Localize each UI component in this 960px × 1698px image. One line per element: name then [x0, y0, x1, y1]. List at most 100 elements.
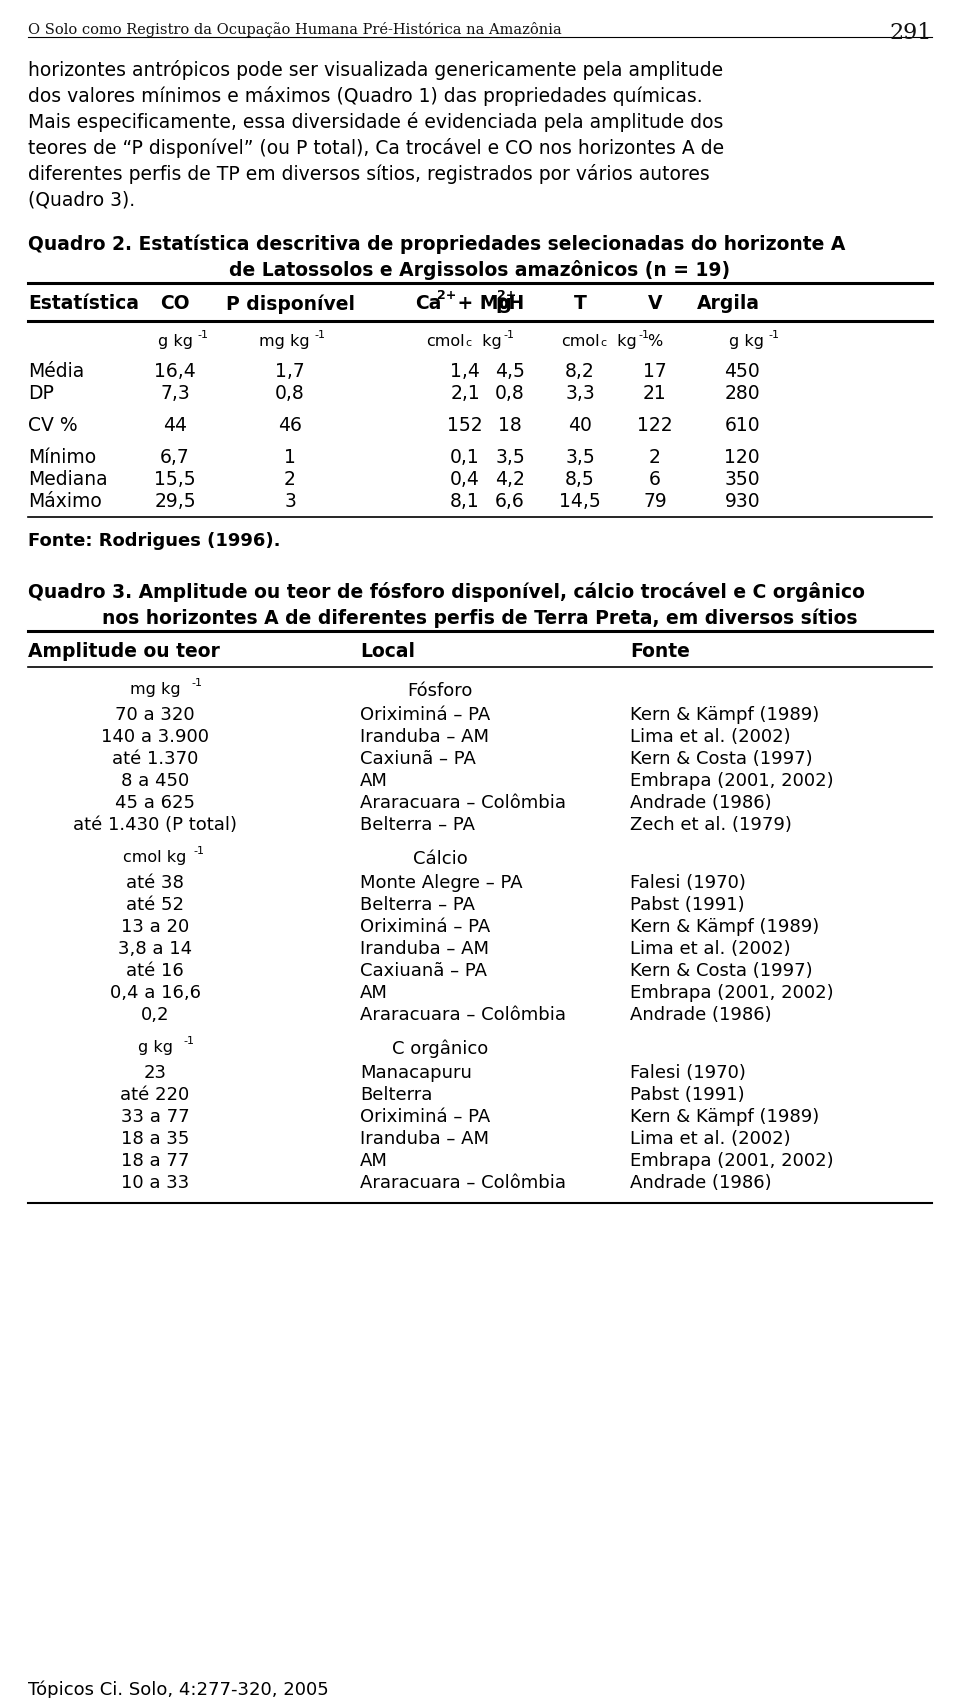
Text: cmol kg: cmol kg [123, 849, 186, 864]
Text: 0,2: 0,2 [141, 1005, 169, 1024]
Text: Fonte: Fonte [630, 642, 690, 661]
Text: Kern & Kämpf (1989): Kern & Kämpf (1989) [630, 917, 819, 936]
Text: Embrapa (2001, 2002): Embrapa (2001, 2002) [630, 1151, 833, 1170]
Text: Kern & Kämpf (1989): Kern & Kämpf (1989) [630, 706, 819, 723]
Text: 46: 46 [278, 416, 302, 435]
Text: Fonte: Rodrigues (1996).: Fonte: Rodrigues (1996). [28, 531, 280, 550]
Text: 18: 18 [498, 416, 522, 435]
Text: 280: 280 [725, 384, 760, 402]
Text: AM: AM [360, 1151, 388, 1170]
Text: 16,4: 16,4 [155, 362, 196, 380]
Text: 120: 120 [725, 448, 760, 467]
Text: Estatística: Estatística [28, 294, 139, 312]
Text: 70 a 320: 70 a 320 [115, 706, 195, 723]
Text: dos valores mínimos e máximos (Quadro 1) das propriedades químicas.: dos valores mínimos e máximos (Quadro 1)… [28, 87, 703, 105]
Text: Falesi (1970): Falesi (1970) [630, 873, 746, 891]
Text: Argila: Argila [697, 294, 760, 312]
Text: g kg: g kg [137, 1039, 173, 1054]
Text: 10 a 33: 10 a 33 [121, 1173, 189, 1192]
Text: Pabst (1991): Pabst (1991) [630, 1085, 745, 1104]
Text: cmol: cmol [426, 335, 465, 348]
Text: Média: Média [28, 362, 84, 380]
Text: Belterra – PA: Belterra – PA [360, 815, 475, 834]
Text: Oriximiná – PA: Oriximiná – PA [360, 706, 491, 723]
Text: + Mg: + Mg [451, 294, 512, 312]
Text: %: % [647, 335, 662, 348]
Text: Belterra – PA: Belterra – PA [360, 895, 475, 914]
Text: Tópicos Ci. Solo, 4:277-320, 2005: Tópicos Ci. Solo, 4:277-320, 2005 [28, 1679, 328, 1698]
Text: 79: 79 [643, 492, 667, 511]
Text: 17: 17 [643, 362, 667, 380]
Text: Caxiuanã – PA: Caxiuanã – PA [360, 961, 487, 980]
Text: Zech et al. (1979): Zech et al. (1979) [630, 815, 792, 834]
Text: 350: 350 [725, 470, 760, 489]
Text: Kern & Kämpf (1989): Kern & Kämpf (1989) [630, 1107, 819, 1126]
Text: Embrapa (2001, 2002): Embrapa (2001, 2002) [630, 771, 833, 790]
Text: g kg: g kg [158, 335, 193, 348]
Text: Oriximiná – PA: Oriximiná – PA [360, 917, 491, 936]
Text: 140 a 3.900: 140 a 3.900 [101, 727, 209, 745]
Text: 2: 2 [284, 470, 296, 489]
Text: -1: -1 [768, 329, 779, 340]
Text: cmol: cmol [562, 335, 600, 348]
Text: Lima et al. (2002): Lima et al. (2002) [630, 727, 791, 745]
Text: Monte Alegre – PA: Monte Alegre – PA [360, 873, 522, 891]
Text: 2: 2 [649, 448, 660, 467]
Text: Pabst (1991): Pabst (1991) [630, 895, 745, 914]
Text: Iranduba – AM: Iranduba – AM [360, 1129, 489, 1148]
Text: -1: -1 [193, 846, 204, 856]
Text: Quadro 2. Estatística descritiva de propriedades selecionadas do horizonte A: Quadro 2. Estatística descritiva de prop… [28, 234, 846, 253]
Text: kg: kg [477, 335, 502, 348]
Text: Falesi (1970): Falesi (1970) [630, 1063, 746, 1082]
Text: 0,4: 0,4 [450, 470, 480, 489]
Text: Mais especificamente, essa diversidade é evidenciada pela amplitude dos: Mais especificamente, essa diversidade é… [28, 112, 724, 132]
Text: -1: -1 [191, 678, 202, 688]
Text: 23: 23 [143, 1063, 166, 1082]
Text: Manacapuru: Manacapuru [360, 1063, 472, 1082]
Text: Ca: Ca [415, 294, 442, 312]
Text: c: c [465, 338, 471, 348]
Text: diferentes perfis de TP em diversos sítios, registrados por vários autores: diferentes perfis de TP em diversos síti… [28, 165, 709, 183]
Text: Cálcio: Cálcio [413, 849, 468, 868]
Text: C orgânico: C orgânico [392, 1039, 488, 1058]
Text: horizontes antrópicos pode ser visualizada genericamente pela amplitude: horizontes antrópicos pode ser visualiza… [28, 59, 723, 80]
Text: 7,3: 7,3 [160, 384, 190, 402]
Text: 1,4: 1,4 [450, 362, 480, 380]
Text: V: V [648, 294, 662, 312]
Text: 3: 3 [284, 492, 296, 511]
Text: Belterra: Belterra [360, 1085, 432, 1104]
Text: Oriximiná – PA: Oriximiná – PA [360, 1107, 491, 1126]
Text: 6,6: 6,6 [495, 492, 525, 511]
Text: 8 a 450: 8 a 450 [121, 771, 189, 790]
Text: Mediana: Mediana [28, 470, 108, 489]
Text: até 1.430 (P total): até 1.430 (P total) [73, 815, 237, 834]
Text: -1: -1 [503, 329, 514, 340]
Text: 291: 291 [890, 22, 932, 44]
Text: 122: 122 [637, 416, 673, 435]
Text: Andrade (1986): Andrade (1986) [630, 793, 772, 812]
Text: 2+: 2+ [497, 289, 516, 302]
Text: Kern & Costa (1997): Kern & Costa (1997) [630, 961, 812, 980]
Text: 15,5: 15,5 [155, 470, 196, 489]
Text: 3,8 a 14: 3,8 a 14 [118, 939, 192, 958]
Text: 2,1: 2,1 [450, 384, 480, 402]
Text: Local: Local [360, 642, 415, 661]
Text: 3,3: 3,3 [565, 384, 595, 402]
Text: 29,5: 29,5 [155, 492, 196, 511]
Text: 450: 450 [724, 362, 760, 380]
Text: Araracuara – Colômbia: Araracuara – Colômbia [360, 1005, 566, 1024]
Text: 1,7: 1,7 [276, 362, 305, 380]
Text: -1: -1 [638, 329, 649, 340]
Text: 13 a 20: 13 a 20 [121, 917, 189, 936]
Text: 4,2: 4,2 [495, 470, 525, 489]
Text: c: c [600, 338, 606, 348]
Text: -1: -1 [314, 329, 325, 340]
Text: 6: 6 [649, 470, 660, 489]
Text: Andrade (1986): Andrade (1986) [630, 1173, 772, 1192]
Text: 3,5: 3,5 [495, 448, 525, 467]
Text: O Solo como Registro da Ocupação Humana Pré-Histórica na Amazônia: O Solo como Registro da Ocupação Humana … [28, 22, 562, 37]
Text: mg kg: mg kg [130, 681, 180, 696]
Text: 8,2: 8,2 [565, 362, 595, 380]
Text: CV %: CV % [28, 416, 78, 435]
Text: 3,5: 3,5 [565, 448, 595, 467]
